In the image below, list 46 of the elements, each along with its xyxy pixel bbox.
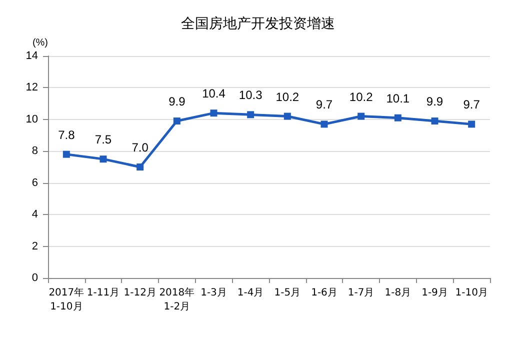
y-tick-label: 2 [32, 240, 38, 252]
point [284, 112, 291, 120]
y-axis-title: (%) [32, 38, 48, 48]
text: 7.5 [94, 132, 112, 147]
y-tick-label: 12 [26, 82, 38, 94]
text: 7.8 [58, 128, 75, 142]
x-tick-label: 1-4月 [237, 288, 264, 298]
text: 7.0 [132, 140, 148, 154]
x-tick-label: 1-11月 [86, 288, 120, 298]
text: 9.9 [168, 94, 186, 109]
x-tick-label: 1-5月 [274, 288, 301, 298]
text: 10.2 [349, 90, 373, 104]
point [136, 164, 144, 170]
text: 10.4 [202, 86, 226, 101]
point [173, 118, 180, 125]
point [100, 156, 107, 163]
x-tick-label: 1-6月 [311, 288, 338, 298]
text: 9.7 [463, 98, 480, 112]
point [358, 112, 365, 120]
x-tick-label: 1-10月 [455, 288, 488, 298]
point [431, 118, 438, 125]
y-tick-label: 6 [32, 176, 38, 189]
x-tick-label: 1-12月 [124, 288, 156, 298]
point [247, 111, 254, 118]
x-tick-label: 2018年 1-2月 [159, 286, 195, 312]
point [394, 114, 402, 122]
chart-title: 全国房地产开发投资增速 [181, 16, 335, 32]
text: 10.1 [386, 91, 410, 106]
text: 9.7 [316, 98, 333, 112]
point [62, 150, 70, 158]
x-tick-label: 1-3月 [200, 288, 227, 298]
y-tick-label: 4 [32, 208, 38, 221]
point [210, 110, 218, 117]
text: 9.9 [426, 94, 444, 109]
x-tick-label: 1-8月 [384, 288, 412, 298]
x-tick-label: 1-9月 [422, 288, 448, 298]
point [320, 120, 328, 128]
text: 10.2 [276, 90, 300, 104]
point [468, 120, 476, 128]
y-tick-label: 10 [26, 113, 38, 126]
y-tick-label: 0 [32, 272, 38, 284]
x-tick-label: 1-7月 [348, 288, 374, 298]
text: 10.3 [238, 88, 262, 102]
x-tick-label: 2017年 1-10月 [48, 286, 84, 312]
y-tick-label: 8 [32, 145, 38, 158]
y-tick-label: 14 [26, 50, 38, 62]
